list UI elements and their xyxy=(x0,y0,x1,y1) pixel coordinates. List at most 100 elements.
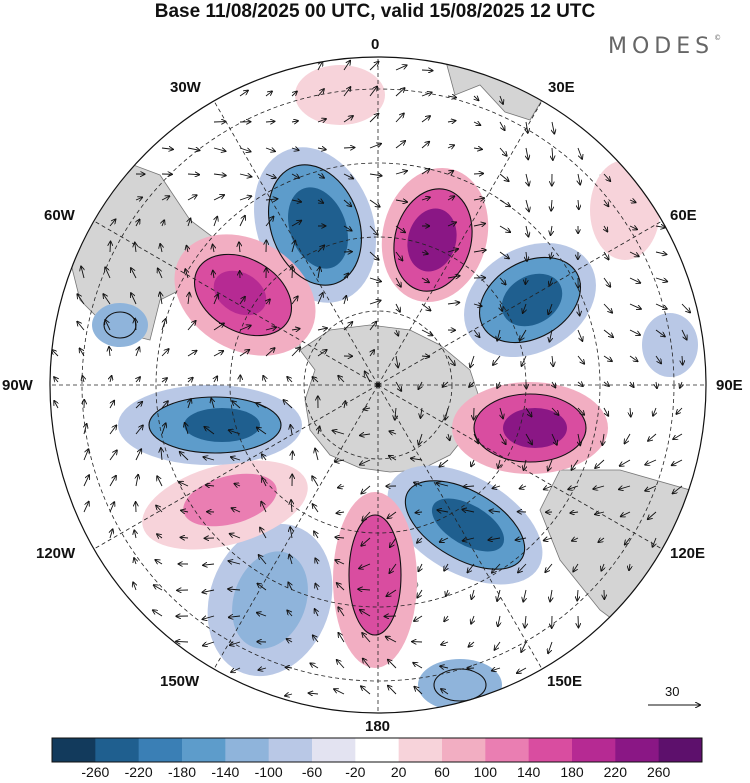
wind-arrow xyxy=(337,512,345,513)
wind-arrow xyxy=(386,589,397,596)
wind-arrow xyxy=(447,121,455,122)
wind-arrow xyxy=(343,225,352,231)
wind-arrow xyxy=(439,459,449,467)
wind-arrow xyxy=(682,355,683,365)
wind-arrow xyxy=(369,114,378,123)
wind-arrow xyxy=(343,199,351,206)
wind-arrow xyxy=(489,511,501,512)
wind-arrow xyxy=(155,560,163,564)
wind-arrow xyxy=(388,686,397,695)
wind-arrow xyxy=(467,563,475,572)
wind-arrow xyxy=(161,349,169,357)
wind-arrow xyxy=(411,458,423,460)
colorbar-tick-label: 100 xyxy=(473,764,498,780)
wind-arrow xyxy=(359,563,371,569)
wind-arrow xyxy=(520,486,527,489)
wind-arrow xyxy=(291,200,301,202)
wind-arrow xyxy=(523,459,526,470)
wind-arrow xyxy=(447,196,454,200)
colorbar-box xyxy=(268,738,313,762)
wind-arrow xyxy=(447,302,459,304)
wind-arrow xyxy=(343,173,353,179)
wind-arrow xyxy=(493,355,501,365)
colorbar-box xyxy=(95,738,140,762)
lon-label-150e: 150E xyxy=(547,673,583,690)
wind-arrow xyxy=(603,251,609,259)
wind-arrow xyxy=(395,141,405,149)
wind-arrow xyxy=(260,528,267,539)
lon-label-0: 0 xyxy=(371,36,380,53)
wind-arrow xyxy=(593,486,605,489)
colorbar-box xyxy=(528,738,573,762)
wind-arrow xyxy=(648,511,657,519)
wind-arrow xyxy=(645,459,657,465)
wind-arrow xyxy=(672,459,683,465)
wind-arrow xyxy=(291,329,300,330)
meridian-lines xyxy=(50,57,706,713)
wind-arrow xyxy=(525,615,526,628)
wind-arrow xyxy=(265,199,277,200)
wind-arrow xyxy=(421,277,429,282)
wind-arrow xyxy=(369,174,382,176)
wind-arrow xyxy=(577,382,583,386)
wind-arrow xyxy=(315,584,318,591)
wind-arrow xyxy=(343,116,353,123)
wind-arrow xyxy=(414,482,423,486)
wind-arrow xyxy=(421,70,433,71)
colorbar-box xyxy=(572,738,616,762)
map-boundary xyxy=(49,56,707,714)
wind-arrow xyxy=(447,355,455,365)
wind-arrow xyxy=(577,329,582,341)
wind-arrow xyxy=(446,589,448,596)
wind-arrow xyxy=(630,407,631,417)
wind-arrow xyxy=(551,433,557,445)
wind-arrow xyxy=(231,667,241,672)
wind-arrow xyxy=(523,589,526,602)
wind-arrow xyxy=(234,484,241,486)
wind-arrow xyxy=(290,527,292,539)
wind-arrow xyxy=(473,433,478,443)
wind-arrow xyxy=(361,537,371,546)
wind-arrow xyxy=(361,686,371,695)
wind-arrow xyxy=(203,641,215,646)
brand-mark: © xyxy=(714,34,722,42)
wind-arrow xyxy=(313,635,319,643)
wind-arrow xyxy=(369,199,380,207)
wind-arrow xyxy=(629,303,641,309)
wind-arrow xyxy=(655,329,665,337)
wind-arrow xyxy=(473,250,486,252)
wind-arrow xyxy=(185,423,188,435)
wind-arrow xyxy=(135,243,136,253)
lon-label-30e: 30E xyxy=(548,79,575,96)
wind-arrow xyxy=(292,241,295,253)
wind-arrow xyxy=(54,401,58,409)
wind-arrow xyxy=(338,376,345,383)
wind-arrow xyxy=(395,407,396,420)
wind-arrow xyxy=(153,610,163,617)
lon-label-60w: 60W xyxy=(44,207,75,224)
wind-arrow xyxy=(135,425,143,435)
wind-arrow xyxy=(156,505,163,513)
wind-arrow xyxy=(369,322,376,331)
wind-arrow xyxy=(291,500,292,513)
wind-arrow xyxy=(291,347,300,357)
colorbar-tick-label: -220 xyxy=(124,764,153,780)
anomaly-contours xyxy=(103,164,587,702)
wind-arrow xyxy=(239,174,251,177)
wind-arrow xyxy=(239,242,240,253)
wind-arrow xyxy=(568,486,579,489)
wind-arrow xyxy=(289,555,292,565)
wind-arrow xyxy=(333,431,345,435)
wind-arrow xyxy=(154,585,163,591)
wind-arrow xyxy=(421,356,429,357)
wind-arrow xyxy=(176,641,189,642)
south-pole-dot xyxy=(375,382,381,388)
colorbar-tick-label: 220 xyxy=(603,764,628,780)
wind-arrow xyxy=(202,590,215,592)
wind-arrow xyxy=(653,537,656,547)
wind-arrow xyxy=(54,377,58,382)
wind-arrow xyxy=(161,196,169,200)
wind-arrow xyxy=(259,555,267,565)
wind-arrow xyxy=(109,401,114,409)
colorbar-tick-label: -100 xyxy=(254,764,283,780)
